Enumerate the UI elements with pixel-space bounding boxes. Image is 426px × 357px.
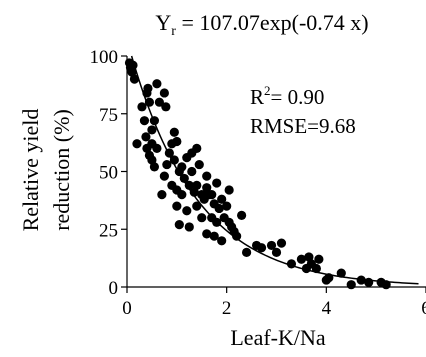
data-point: [144, 97, 155, 107]
data-point: [189, 187, 199, 197]
data-point: [159, 88, 169, 98]
data-point: [346, 280, 356, 290]
data-point: [194, 159, 204, 170]
data-point: [147, 155, 157, 165]
data-point: [381, 280, 391, 290]
r-squared-prefix: R: [250, 85, 264, 109]
y-tick-label: 50: [99, 163, 118, 184]
r-squared-superscript: 2: [264, 83, 271, 98]
data-point: [314, 254, 324, 264]
y-tick-label: 25: [99, 220, 118, 241]
data-point: [222, 201, 232, 211]
data-point: [202, 171, 212, 181]
data-point: [266, 240, 277, 251]
data-point: [177, 162, 187, 172]
data-point: [139, 116, 150, 126]
data-point: [214, 203, 224, 214]
data-point: [172, 201, 182, 211]
data-point: [164, 148, 174, 158]
data-point: [137, 102, 147, 112]
chart-title-equation: = 107.07exp(-0.74 x): [176, 10, 369, 35]
data-point: [179, 173, 189, 184]
data-point: [129, 74, 140, 84]
data-point: [207, 190, 217, 200]
data-point: [217, 194, 227, 204]
y-axis-title-line1: Relative yield: [18, 109, 43, 232]
chart-title-prefix: Y: [155, 10, 171, 35]
data-point: [172, 136, 182, 147]
chart-title-subscript: r: [171, 24, 176, 39]
data-point: [141, 132, 151, 142]
y-tick-label: 75: [99, 105, 118, 126]
data-point: [162, 159, 172, 170]
y-axis-title-line2: reduction (%): [49, 109, 74, 231]
data-point: [256, 243, 267, 253]
x-axis-title: Leaf-K/Na: [230, 325, 326, 350]
data-point: [271, 247, 282, 257]
data-point: [182, 206, 192, 216]
data-point: [149, 116, 160, 126]
data-point: [169, 127, 179, 137]
data-point: [212, 178, 222, 188]
data-points: [124, 58, 391, 290]
data-point: [184, 180, 194, 190]
data-point: [192, 180, 202, 190]
r-squared-value: = 0.90: [271, 85, 325, 109]
data-point: [364, 277, 374, 287]
data-point: [192, 201, 202, 211]
data-point: [202, 229, 212, 239]
data-point: [237, 210, 247, 220]
data-point: [276, 238, 287, 248]
data-point: [159, 171, 169, 181]
data-point: [224, 185, 234, 195]
data-point: [212, 217, 222, 227]
data-point: [311, 263, 321, 274]
r-squared-label: R2= 0.90: [250, 83, 324, 109]
data-point: [132, 139, 142, 149]
data-point: [127, 67, 137, 77]
x-tick-label: 2: [222, 298, 232, 319]
data-point: [157, 190, 167, 200]
data-point: [143, 83, 153, 93]
data-point: [336, 268, 346, 278]
x-tick-label: 6: [421, 298, 426, 319]
data-point: [128, 60, 138, 70]
data-point: [304, 252, 314, 262]
data-point: [242, 247, 252, 257]
y-tick-label: 0: [109, 278, 119, 299]
axis-ticks: 0 25 50 75 100 0 2 4 6: [90, 47, 426, 319]
x-tick-label: 0: [122, 298, 132, 319]
data-point: [184, 222, 194, 232]
data-point: [149, 162, 160, 172]
chart-title: Yr = 107.07exp(-0.74 x): [155, 10, 368, 39]
y-tick-label: 100: [90, 47, 119, 68]
x-tick-label: 4: [322, 298, 332, 319]
data-point: [169, 155, 179, 165]
data-point: [177, 190, 187, 200]
data-point: [197, 213, 207, 223]
data-point: [202, 183, 212, 193]
data-point: [147, 125, 157, 135]
data-point: [152, 79, 162, 89]
data-point: [192, 143, 202, 153]
data-point: [152, 143, 162, 153]
data-point: [356, 275, 366, 285]
data-point: [154, 97, 164, 107]
data-point: [209, 231, 219, 241]
data-point: [161, 102, 171, 112]
data-point: [296, 254, 307, 264]
data-point: [286, 259, 297, 269]
rmse-label: RMSE=9.68: [250, 114, 356, 138]
data-point: [232, 231, 242, 241]
data-point: [324, 273, 334, 283]
data-point: [174, 220, 184, 230]
data-point: [187, 166, 197, 177]
data-point: [217, 236, 227, 246]
